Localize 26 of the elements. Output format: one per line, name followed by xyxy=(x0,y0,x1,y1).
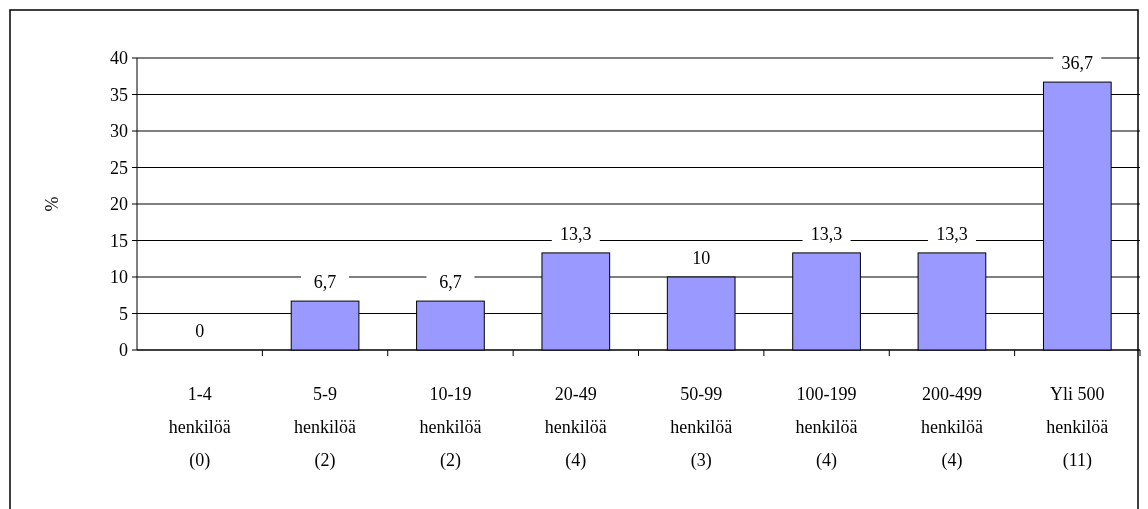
data-label: 6,7 xyxy=(313,272,337,293)
x-tick-label: 100-199 henkilöä (4) xyxy=(795,384,858,471)
x-tick-label: Yli 500 henkilöä (11) xyxy=(1046,384,1109,471)
data-label: 10 xyxy=(692,248,711,268)
x-tick-label: 1-4 henkilöä (0) xyxy=(168,384,231,471)
x-tick-label: 50-99 henkilöä (3) xyxy=(670,384,733,471)
data-label: 0 xyxy=(195,321,205,341)
x-tick-label: 200-499 henkilöä (4) xyxy=(920,384,983,471)
data-label: 13,3 xyxy=(560,223,592,244)
y-tick-label: 15 xyxy=(110,230,128,251)
y-tick-label: 30 xyxy=(110,121,128,142)
y-tick-label: 20 xyxy=(110,194,128,215)
y-tick-label: 35 xyxy=(110,84,128,105)
data-label: 13,3 xyxy=(936,223,968,244)
y-tick-label: 10 xyxy=(110,267,128,288)
x-tick-label: 10-19 henkilöä (2) xyxy=(419,384,482,471)
y-tick-label: 40 xyxy=(110,48,128,69)
data-label: 13,3 xyxy=(810,223,843,244)
data-label: 6,7 xyxy=(439,272,462,293)
y-tick-label: 0 xyxy=(119,340,128,361)
x-tick-label: 5-9 henkilöä (2) xyxy=(294,384,357,471)
data-label: 36,7 xyxy=(1061,53,1094,74)
y-tick-label: 5 xyxy=(119,303,128,324)
x-tick-label: 20-49 henkilöä (4) xyxy=(544,384,607,471)
y-axis-title: % xyxy=(42,196,62,212)
y-tick-label: 25 xyxy=(110,157,128,178)
